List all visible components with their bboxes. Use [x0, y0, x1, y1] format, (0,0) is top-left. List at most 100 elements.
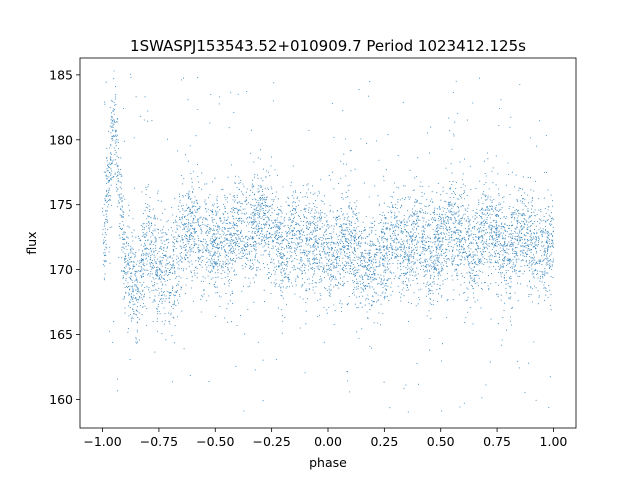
data-point: [158, 247, 161, 249]
data-point: [262, 180, 264, 182]
data-point: [294, 202, 296, 204]
data-point: [420, 240, 422, 242]
data-point: [329, 290, 331, 292]
data-point: [543, 197, 545, 199]
data-point: [497, 215, 500, 217]
data-point: [347, 271, 349, 273]
data-point: [201, 188, 203, 190]
data-point: [530, 232, 532, 234]
data-point: [429, 297, 431, 299]
data-point: [196, 211, 198, 214]
data-point: [172, 245, 174, 247]
data-point: [481, 263, 483, 265]
data-point: [120, 208, 122, 211]
data-point: [155, 288, 157, 290]
data-point: [546, 272, 548, 274]
data-point: [214, 251, 216, 253]
data-point: [182, 270, 184, 272]
data-point: [142, 275, 144, 277]
data-point: [470, 268, 472, 270]
data-point: [414, 223, 417, 226]
data-point: [162, 278, 164, 280]
data-point: [368, 254, 370, 257]
data-point: [394, 238, 396, 240]
data-point: [152, 208, 154, 210]
data-point: [335, 267, 337, 269]
data-point: [245, 253, 247, 255]
data-point: [446, 316, 448, 318]
data-point: [495, 221, 498, 223]
data-point: [495, 240, 497, 242]
data-point: [545, 287, 547, 289]
data-point: [412, 222, 414, 224]
data-point: [129, 302, 131, 304]
data-point: [269, 253, 271, 255]
data-point: [192, 211, 194, 213]
data-point: [320, 245, 322, 248]
data-point: [253, 264, 255, 266]
data-point: [301, 259, 303, 261]
data-point: [509, 277, 511, 279]
data-point: [184, 223, 187, 225]
data-point: [407, 196, 409, 198]
data-point: [129, 209, 131, 211]
data-point: [385, 283, 387, 285]
data-point: [233, 195, 235, 197]
data-point: [145, 324, 147, 326]
data-point: [485, 384, 487, 386]
data-point: [405, 267, 407, 269]
data-point: [407, 289, 410, 291]
data-point: [482, 203, 484, 205]
data-point: [450, 219, 452, 221]
data-point: [139, 260, 141, 262]
data-point: [448, 204, 450, 206]
data-point: [338, 265, 340, 267]
data-point: [309, 251, 311, 253]
data-point: [119, 186, 121, 188]
data-point: [416, 246, 418, 248]
data-point: [159, 276, 161, 278]
data-point: [296, 244, 298, 246]
data-point: [159, 260, 161, 262]
data-point: [421, 185, 423, 188]
data-point: [106, 164, 109, 166]
data-point: [165, 284, 167, 286]
data-point: [389, 278, 391, 280]
data-point: [506, 258, 508, 260]
data-point: [547, 272, 549, 274]
data-point: [255, 274, 257, 276]
data-point: [365, 215, 367, 217]
data-point: [424, 260, 426, 262]
data-point: [289, 246, 291, 248]
data-point: [305, 241, 308, 243]
data-point: [476, 242, 478, 244]
data-point: [420, 288, 422, 290]
data-point: [272, 247, 274, 249]
data-point: [152, 265, 154, 267]
data-point: [534, 248, 537, 250]
data-point: [521, 225, 523, 227]
data-point: [263, 227, 266, 229]
data-point: [136, 291, 138, 293]
data-point: [388, 278, 390, 280]
data-point: [300, 241, 302, 244]
data-point: [336, 249, 338, 251]
data-point: [332, 211, 334, 213]
data-point: [404, 221, 406, 223]
data-point: [490, 196, 492, 198]
data-point: [414, 271, 416, 273]
data-point: [364, 229, 367, 231]
data-point: [530, 260, 533, 262]
data-point: [460, 239, 462, 241]
data-point: [107, 199, 110, 202]
data-point: [280, 216, 282, 218]
data-point: [109, 164, 111, 166]
data-point: [433, 218, 435, 220]
data-point: [354, 234, 356, 236]
data-point: [224, 228, 226, 230]
data-point: [135, 285, 137, 287]
data-point: [549, 220, 552, 223]
data-point: [399, 224, 401, 227]
data-point: [286, 260, 288, 263]
data-point: [517, 215, 519, 217]
